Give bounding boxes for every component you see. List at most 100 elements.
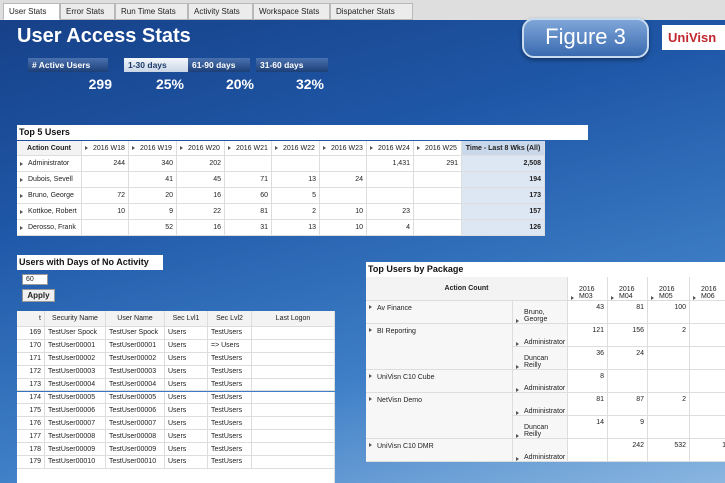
column-header[interactable]: 2016 W20 [177,141,225,156]
table-cell: 45 [177,172,225,188]
table-cell: Users [165,352,208,366]
table-cell: 121 [568,324,608,347]
total-cell: 2,508 [462,156,545,172]
stat-filter: # Active Users [28,58,108,72]
column-header[interactable]: t [17,311,45,327]
column-header[interactable]: 2016 W23 [320,141,367,156]
table-cell: 340 [129,156,177,172]
table-cell [82,172,129,188]
package-name[interactable]: UniVisn C10 Cube [366,370,513,393]
column-header[interactable]: Last Logon [252,311,335,327]
user-name[interactable]: Administrator [513,370,568,393]
row-header[interactable]: Administrator [17,156,82,172]
table-cell: TestUsers [208,352,252,366]
table-cell: 8 [568,370,608,393]
row-header[interactable]: Derosso, Frank [17,220,82,236]
table-cell [648,347,690,370]
table-cell: 156 [608,324,648,347]
stat-value: 32% [295,76,324,92]
table-cell [367,188,414,204]
package-name[interactable]: UniVisn C10 DMR [366,439,513,462]
table-cell [252,430,335,444]
user-name[interactable]: Duncan Reilly [513,347,568,370]
row-header[interactable]: Dubois, Sevell [17,172,82,188]
column-header[interactable]: Sec Lvl1 [165,311,208,327]
table-cell: TestUser00004 [45,378,106,392]
column-header[interactable]: User Name [106,311,165,327]
table-cell: TestUsers [208,378,252,392]
package-name[interactable]: NetVisn Demo [366,393,513,439]
table-cell [272,156,320,172]
table-cell: TestUser00007 [106,417,165,431]
table-cell [690,301,725,324]
user-name[interactable]: Bruno, George [513,301,568,324]
column-header[interactable]: 2016 W25 [414,141,462,156]
table-cell: TestUser00010 [106,456,165,469]
total-cell: 194 [462,172,545,188]
column-header[interactable]: 2016 M06 [690,277,725,301]
column-header[interactable]: 2016 W24 [367,141,414,156]
user-name[interactable]: Administrator [513,324,568,347]
table-cell: TestUser00003 [45,365,106,379]
table-cell: 1,431 [367,156,414,172]
tab[interactable]: Activity Stats [188,3,253,20]
tab[interactable]: Dispatcher Stats [330,3,413,20]
column-header[interactable]: 2016 W18 [82,141,129,156]
table-cell: 9 [129,204,177,220]
column-header[interactable]: 2016 M04 [608,277,648,301]
column-header[interactable]: 2016 W19 [129,141,177,156]
table-cell: TestUser Spock [45,327,106,340]
table-cell: 23 [367,204,414,220]
stat-filter[interactable]: 61-90 days [188,58,250,72]
table-cell: 100 [648,301,690,324]
stat-filter[interactable]: 31-60 days [256,58,328,72]
table-cell: TestUsers [208,456,252,469]
row-header[interactable]: Bruno, George [17,188,82,204]
user-name[interactable]: Administrator [513,439,568,462]
package-name[interactable]: Av Finance [366,301,513,324]
row-header[interactable]: Kottkoe, Robert [17,204,82,220]
days-input[interactable]: 60 [22,274,48,285]
tab[interactable]: Run Time Stats [115,3,188,20]
table-cell [414,172,462,188]
table-cell: TestUsers [208,327,252,340]
table-cell: 71 [225,172,272,188]
table-cell: 244 [82,156,129,172]
user-name[interactable]: Administrator [513,393,568,416]
apply-button[interactable]: Apply [22,289,55,302]
total-cell: 173 [462,188,545,204]
table-cell: Users [165,391,208,405]
table-cell [252,391,335,405]
column-header[interactable]: Security Name [45,311,106,327]
table-cell: TestUser00008 [45,430,106,444]
column-header[interactable]: 2016 M05 [648,277,690,301]
table-cell: TestUser00008 [106,430,165,444]
user-name[interactable]: Duncan Reilly [513,416,568,439]
column-header[interactable]: 2016 W21 [225,141,272,156]
table-cell [414,204,462,220]
table-cell: 173 [17,378,45,392]
tab[interactable]: Workspace Stats [253,3,330,20]
stat-filter[interactable]: 1-30 days [124,58,188,72]
table-cell: 242 [608,439,648,462]
package-name[interactable]: BI Reporting [366,324,513,370]
table-cell: 9 [608,416,648,439]
table-cell: Users [165,339,208,353]
table-cell: Users [165,365,208,379]
column-header[interactable]: 2016 M03 [568,277,608,301]
column-header: Time - Last 8 Wks (All) [462,141,545,156]
table-cell: 20 [129,188,177,204]
table-cell: TestUser00001 [106,339,165,353]
table-cell [320,188,367,204]
figure-badge: Figure 3 [522,18,649,58]
table-cell: 24 [320,172,367,188]
column-header[interactable]: Sec Lvl2 [208,311,252,327]
table-cell: 169 [17,327,45,340]
table-cell: 1 [690,439,725,462]
table-cell [648,370,690,393]
table-cell [690,393,725,416]
tab[interactable]: Error Stats [60,3,115,20]
column-header[interactable]: 2016 W22 [272,141,320,156]
tab[interactable]: User Stats [3,3,60,20]
table-cell: 24 [608,347,648,370]
